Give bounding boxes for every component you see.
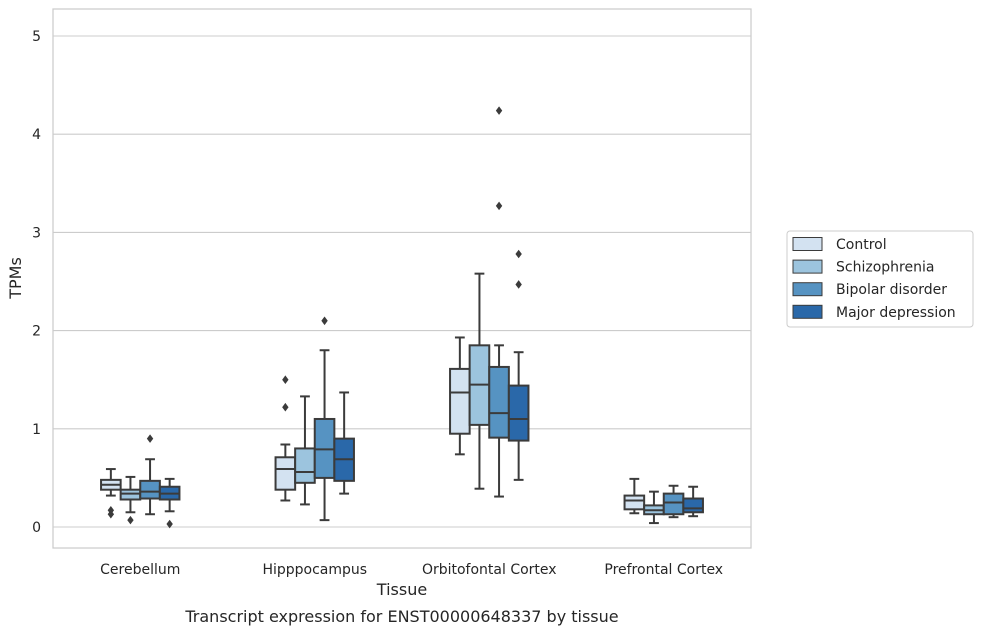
y-tick-label: 3 (32, 225, 41, 241)
box-iqr (682, 497, 704, 514)
legend-swatch (792, 259, 823, 274)
legend-swatch (792, 282, 823, 297)
box-iqr (294, 447, 316, 484)
box-4-4 (682, 485, 704, 518)
x-axis-title: Tissue (376, 580, 427, 599)
outlier-point (321, 316, 328, 326)
outlier-point (107, 506, 115, 515)
outlier-point (282, 375, 289, 384)
grid-lines (53, 35, 751, 528)
outlier-point (515, 280, 522, 289)
box-iqr (662, 492, 685, 516)
y-tick-label: 0 (32, 520, 41, 536)
box-groups (100, 106, 704, 529)
legend-swatch (792, 304, 823, 319)
y-axis-ticks: 0 1 2 3 4 5 (32, 29, 41, 536)
legend-label: Major depression (836, 305, 956, 321)
y-tick-label: 1 (32, 422, 41, 438)
y-axis-title: TPMs (6, 257, 25, 300)
box-1-2 (119, 475, 142, 525)
box-2-1 (274, 375, 297, 502)
x-tick-label: Hipppocampus (262, 562, 367, 578)
chart-caption: Transcript expression for ENST0000064833… (184, 607, 618, 626)
box-iqr (449, 367, 471, 435)
legend-frame (786, 230, 974, 328)
y-tick-label: 4 (32, 127, 41, 143)
box-2-3 (313, 316, 336, 522)
box-3-4 (507, 249, 530, 481)
outlier-point (127, 515, 134, 525)
box-1-1 (100, 468, 122, 519)
y-tick-label: 5 (32, 29, 41, 45)
box-iqr (623, 494, 646, 511)
box-3-1 (449, 336, 471, 456)
box-iqr (488, 365, 510, 439)
outlier-point (146, 434, 154, 443)
plot-frame (52, 8, 752, 549)
outlier-point (166, 519, 173, 529)
box-1-4 (158, 477, 181, 529)
box-iqr (139, 479, 161, 500)
x-axis-ticks: Cerebellum Hipppocampus Orbitofontal Corte… (100, 562, 723, 578)
box-iqr (274, 456, 297, 491)
legend: Control Schizophrenia Bipolar disorder Majo… (786, 230, 974, 328)
box-3-3 (488, 106, 510, 498)
outlier-point (282, 402, 289, 412)
x-tick-label: Prefrontal Cortex (604, 562, 723, 578)
x-tick-label: Orbitofontal Cortex (422, 562, 557, 578)
x-tick-label: Cerebellum (100, 562, 180, 578)
legend-items: Control Schizophrenia Bipolar disorder Majo… (792, 237, 956, 321)
legend-label: Bipolar disorder (836, 282, 947, 298)
box-4-3 (662, 484, 685, 519)
box-2-2 (294, 395, 316, 506)
y-tick-label: 2 (32, 324, 41, 340)
box-1-3 (139, 434, 161, 516)
outlier-point (515, 249, 522, 259)
outlier-point (495, 106, 503, 115)
box-4-1 (623, 477, 646, 515)
box-2-4 (333, 391, 355, 495)
box-3-2 (468, 272, 491, 490)
legend-swatch (792, 237, 823, 251)
box-iqr (507, 384, 530, 442)
legend-label: Control (836, 237, 887, 253)
outlier-point (495, 201, 503, 211)
legend-label: Schizophrenia (836, 260, 934, 276)
box-4-2 (643, 490, 665, 525)
